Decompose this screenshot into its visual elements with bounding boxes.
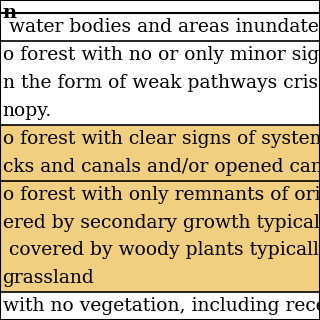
Bar [0,125,320,181]
Text: grassland: grassland [3,269,94,287]
Text: o forest with clear signs of systema: o forest with clear signs of systema [3,130,320,148]
Text: covered by woody plants typically: covered by woody plants typically [3,241,320,260]
Text: o forest with only remnants of origi: o forest with only remnants of origi [3,186,320,204]
Text: n the form of weak pathways criss-: n the form of weak pathways criss- [3,74,320,92]
Text: nopy.: nopy. [3,102,52,120]
Bar [0,41,320,125]
Text: o forest with no or only minor sign:: o forest with no or only minor sign: [3,46,320,64]
Text: water bodies and areas inundated p: water bodies and areas inundated p [3,19,320,36]
Bar [0,292,320,320]
Text: cks and canals and/or opened cano: cks and canals and/or opened cano [3,158,320,176]
Bar [0,181,320,292]
Text: with no vegetation, including recer: with no vegetation, including recer [3,297,320,315]
Text: ered by secondary growth typically: ered by secondary growth typically [3,213,320,232]
Text: n: n [3,4,17,22]
Bar [0,13,320,41]
